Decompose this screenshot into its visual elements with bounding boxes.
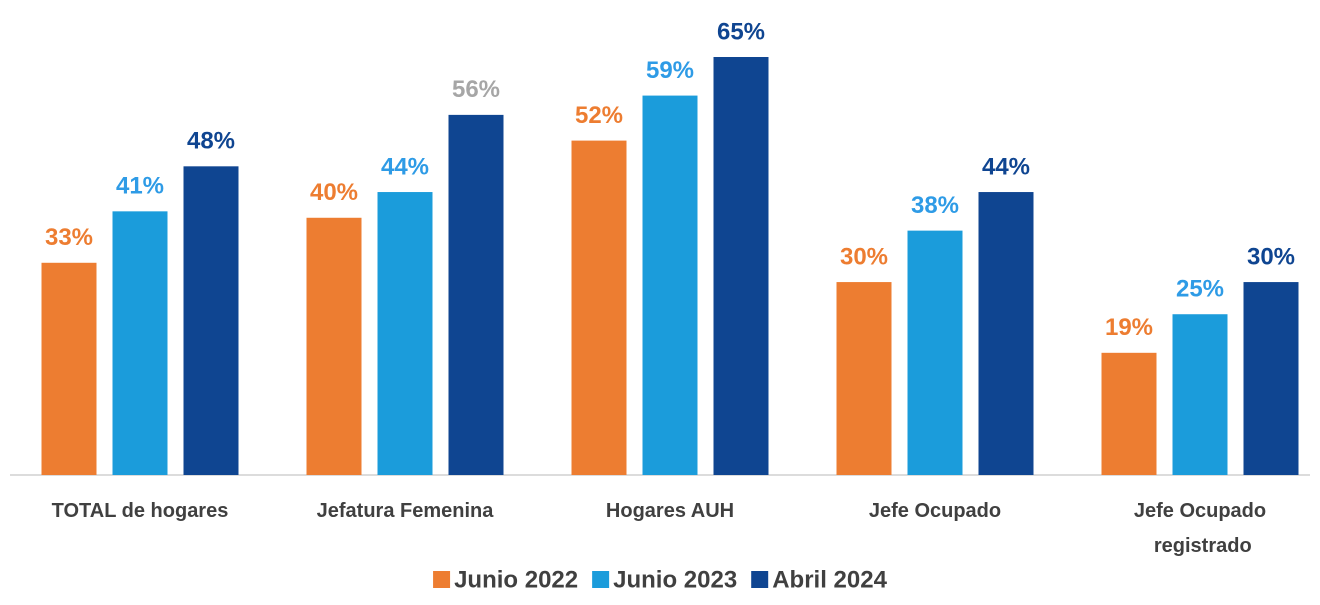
value-label: 30% [840, 243, 888, 270]
value-label: 65% [717, 18, 765, 45]
legend-label: Abril 2024 [772, 566, 887, 593]
bar [571, 140, 627, 475]
value-label: 25% [1176, 276, 1224, 303]
bar [377, 192, 433, 476]
x-tick-label: Jefe Ocupado [869, 500, 1001, 522]
legend-swatch [592, 571, 610, 588]
value-label: 56% [452, 76, 500, 103]
bar [41, 262, 97, 475]
legend-label: Junio 2022 [454, 566, 578, 593]
x-tick-label: Hogares AUH [606, 500, 734, 522]
x-tick-label: Jefatura Femenina [317, 500, 495, 522]
legend-swatch [751, 571, 769, 588]
value-label: 48% [187, 128, 235, 155]
bar [183, 166, 239, 476]
value-label: 38% [911, 192, 959, 219]
bar [836, 282, 892, 475]
value-label: 41% [116, 173, 164, 200]
x-tick-label: TOTAL de hogares [52, 500, 229, 522]
bar [1101, 352, 1157, 475]
bar [1172, 314, 1228, 475]
bar [978, 192, 1034, 476]
value-label: 30% [1247, 243, 1295, 270]
bar [907, 230, 963, 475]
bar [112, 211, 168, 476]
value-label: 44% [982, 153, 1030, 180]
value-label: 52% [575, 102, 623, 129]
bar [448, 114, 504, 475]
legend-label: Junio 2023 [613, 566, 737, 593]
value-label: 19% [1105, 314, 1153, 341]
legend-swatch [433, 571, 451, 588]
x-tick-label: Jefe Ocupado registrado [1134, 500, 1266, 557]
bar [1243, 282, 1299, 475]
bar [713, 57, 769, 475]
value-label: 33% [45, 224, 93, 251]
bar [306, 217, 362, 475]
value-label: 40% [310, 179, 358, 206]
value-label: 59% [646, 57, 694, 84]
legend: Junio 2022 Junio 2023 Abril 2024 [433, 566, 888, 593]
value-label: 44% [381, 153, 429, 180]
bar [642, 95, 698, 475]
